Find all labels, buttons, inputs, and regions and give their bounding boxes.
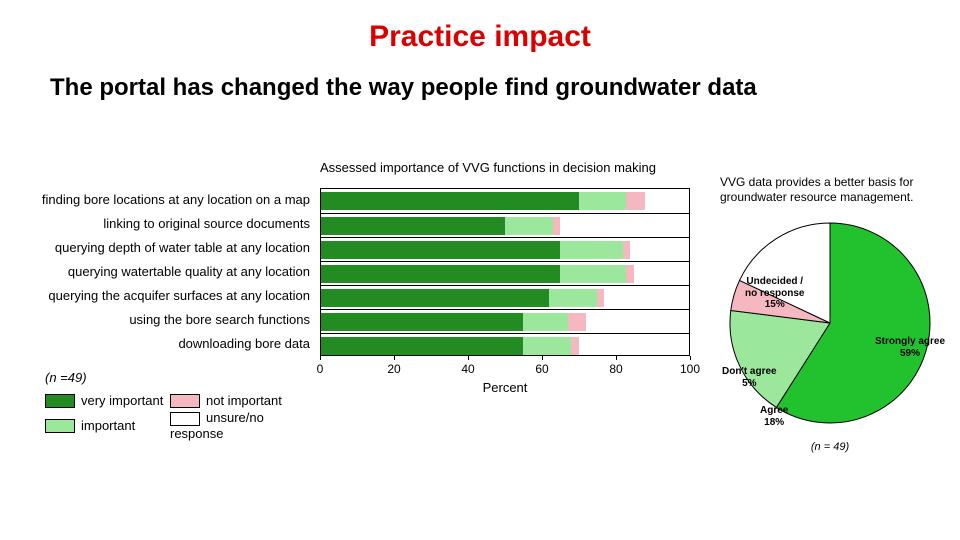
bar-chart-legend: very importantnot importantimportantunsu… xyxy=(45,392,295,428)
bar-chart-row xyxy=(321,237,689,261)
pie-slice-label: Undecided /no response15% xyxy=(745,276,804,311)
bar-chart-ylabel: linking to original source documents xyxy=(0,212,310,236)
slide-title: Practice impact xyxy=(0,20,960,54)
bar-chart: Assessed importance of VVG functions in … xyxy=(0,160,690,420)
pie-chart-title: VVG data provides a better basis for gro… xyxy=(720,175,950,205)
bar-chart-tick: 100 xyxy=(680,362,700,376)
bar-chart-ylabel: querying watertable quality at any locat… xyxy=(0,260,310,284)
bar-segment-important xyxy=(523,337,572,355)
bar-chart-xaxis: Percent 020406080100 xyxy=(320,356,690,396)
bar-chart-tick: 0 xyxy=(317,362,324,376)
bar-chart-xaxis-label: Percent xyxy=(320,380,690,395)
bar-segment-unsure xyxy=(579,337,689,355)
bar-chart-row xyxy=(321,213,689,237)
bar-segment-unsure xyxy=(586,313,689,331)
bar-segment-very_important xyxy=(321,217,506,235)
pie-chart-n: (n = 49) xyxy=(720,441,940,453)
bar-segment-important xyxy=(523,313,568,331)
bar-segment-unsure xyxy=(604,289,689,307)
slide: Practice impact The portal has changed t… xyxy=(0,0,960,540)
bar-chart-row xyxy=(321,261,689,285)
pie-slice-label: Strongly agree59% xyxy=(875,336,945,359)
bar-segment-important xyxy=(549,289,598,307)
bar-segment-very_important xyxy=(321,313,524,331)
bar-segment-not_important xyxy=(568,313,587,331)
bar-chart-row xyxy=(321,285,689,309)
pie-slice-label: Don't agree5% xyxy=(722,366,777,389)
bar-segment-unsure xyxy=(630,241,689,259)
bar-chart-tick: 20 xyxy=(387,362,400,376)
slide-subtitle: The portal has changed the way people fi… xyxy=(50,74,930,102)
bar-segment-important xyxy=(579,192,628,210)
pie-slice-label: Agree18% xyxy=(760,405,788,428)
bar-segment-unsure xyxy=(634,265,689,283)
bar-segment-important xyxy=(505,217,554,235)
bar-chart-ylabel: using the bore search functions xyxy=(0,308,310,332)
bar-chart-plot xyxy=(320,188,690,356)
bar-chart-row xyxy=(321,309,689,333)
bar-segment-very_important xyxy=(321,337,524,355)
bar-chart-tick: 80 xyxy=(609,362,622,376)
bar-segment-not_important xyxy=(626,192,645,210)
bar-segment-very_important xyxy=(321,265,561,283)
bar-segment-very_important xyxy=(321,289,550,307)
bar-chart-ylabel: downloading bore data xyxy=(0,332,310,356)
bar-chart-ylabel: querying the acquifer surfaces at any lo… xyxy=(0,284,310,308)
legend-label: important xyxy=(81,418,135,433)
pie-svg xyxy=(720,213,940,433)
pie-chart: VVG data provides a better basis for gro… xyxy=(720,175,960,515)
bar-segment-unsure xyxy=(645,192,689,210)
legend-label: very important xyxy=(81,393,163,408)
bar-chart-tick: 40 xyxy=(461,362,474,376)
legend-label: not important xyxy=(206,393,282,408)
pie-chart-plot: (n = 49) Strongly agree59%Agree18%Don't … xyxy=(720,213,940,433)
bar-segment-important xyxy=(560,265,627,283)
bar-segment-very_important xyxy=(321,241,561,259)
bar-chart-row xyxy=(321,333,689,357)
bar-segment-very_important xyxy=(321,192,580,210)
bar-chart-row xyxy=(321,189,689,213)
bar-segment-important xyxy=(560,241,624,259)
bar-chart-ylabel: finding bore locations at any location o… xyxy=(0,188,310,212)
bar-chart-tick: 60 xyxy=(535,362,548,376)
bar-segment-unsure xyxy=(560,217,689,235)
bar-chart-n: (n =49) xyxy=(45,370,87,385)
bar-chart-title: Assessed importance of VVG functions in … xyxy=(320,160,720,175)
bar-chart-ylabel: querying depth of water table at any loc… xyxy=(0,236,310,260)
